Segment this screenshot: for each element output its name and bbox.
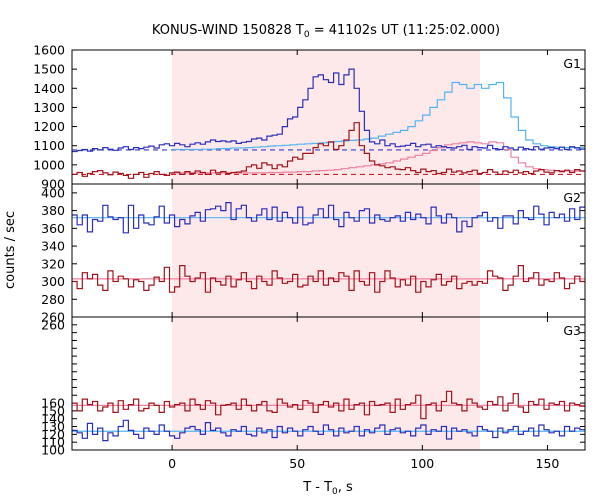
y-tick-label: 150 — [41, 403, 65, 418]
panel-label: G1 — [563, 56, 581, 71]
light-curve-blue — [72, 202, 585, 234]
light-curve-blue — [72, 419, 585, 442]
fit-curve — [172, 81, 585, 151]
y-tick-label: 360 — [41, 221, 65, 236]
y-tick-label: 1300 — [33, 100, 65, 115]
y-tick-label: 260 — [41, 310, 65, 325]
y-tick-label: 120 — [41, 427, 65, 442]
y-tick-label: 340 — [41, 239, 65, 254]
light-curve-red — [72, 122, 585, 179]
panel-g1: 900 1000 1100 1200 1300 1400 1500 1600 G1 — [33, 43, 586, 192]
highlight-interval — [172, 50, 480, 450]
light-curve-blue — [72, 68, 585, 153]
y-tick-label: 140 — [41, 411, 65, 426]
y-tick-label: 1000 — [33, 157, 65, 172]
y-tick-label: 260 — [41, 317, 65, 332]
y-tick-label: 110 — [41, 435, 65, 450]
y-tick-label: 1500 — [33, 62, 65, 77]
panel-label: G2 — [563, 190, 581, 205]
y-tick-label: 130 — [41, 419, 65, 434]
x-tick-label: 50 — [289, 456, 305, 471]
y-tick-label: 160 — [41, 396, 65, 411]
y-axis-label: counts / sec — [3, 211, 18, 289]
y-tick-label: 100 — [41, 443, 65, 458]
x-axis-label: T - T0, s — [302, 480, 353, 497]
y-tick-label: 1100 — [33, 138, 65, 153]
light-curve-red — [72, 265, 585, 293]
y-tick-label: 400 — [41, 185, 65, 200]
y-tick-label: 1200 — [33, 119, 65, 134]
y-tick-label: 900 — [41, 177, 65, 192]
y-tick-label: 380 — [41, 203, 65, 218]
fit-curve — [172, 141, 585, 174]
x-tick-label: 100 — [410, 456, 434, 471]
light-curve-red — [72, 390, 585, 420]
y-tick-label: 1400 — [33, 81, 65, 96]
y-tick-label: 320 — [41, 256, 65, 271]
panel-label: G3 — [563, 323, 581, 338]
y-tick-label: 1600 — [33, 43, 65, 58]
y-tick-label: 300 — [41, 274, 65, 289]
chart-title: KONUS-WIND 150828 T0 = 41102s UT (11:25:… — [152, 23, 500, 40]
chart-panels: 9001000110012001300140015001600G12602803… — [33, 43, 586, 471]
y-tick-label: 280 — [41, 292, 65, 307]
x-tick-label: 150 — [536, 456, 560, 471]
panel-frame — [71, 316, 586, 451]
x-tick-label: 0 — [168, 456, 176, 471]
